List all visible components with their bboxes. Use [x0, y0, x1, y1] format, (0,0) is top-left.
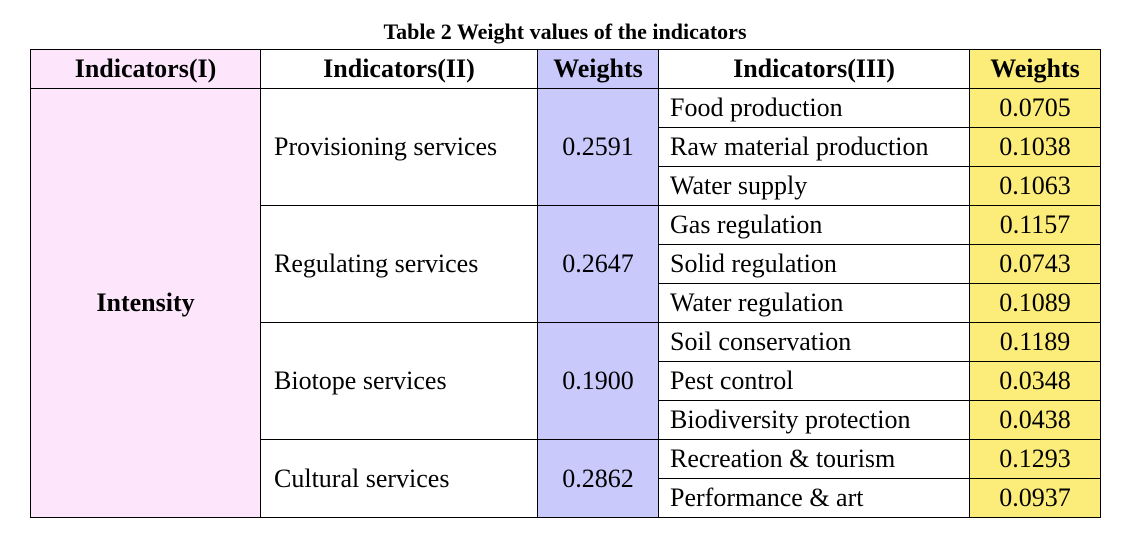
- group-weight-cell: 0.2647: [537, 205, 659, 323]
- item-name-cell: Raw material production: [658, 127, 970, 167]
- table-row: Cultural services 0.2862 Recreation & to…: [31, 439, 1101, 518]
- item-name-cell: Food production: [658, 88, 970, 128]
- item-name-cell: Water supply: [658, 166, 970, 206]
- header-indicators-ii: Indicators(II): [260, 49, 538, 89]
- group-name-cell: Cultural services: [260, 439, 538, 518]
- item-weight-cell: 0.1189: [969, 322, 1101, 362]
- group-name-cell: Regulating services: [260, 205, 538, 323]
- item-name-cell: Performance & art: [658, 478, 970, 518]
- item-name-cell: Water regulation: [658, 283, 970, 323]
- item-weight-cell: 0.0705: [969, 88, 1101, 128]
- item-weight-cell: 0.0348: [969, 361, 1101, 401]
- item-weight-cell: 0.1293: [969, 439, 1101, 479]
- group-name-cell: Biotope services: [260, 322, 538, 440]
- table-row: Performance & art 0.0937: [31, 478, 1101, 518]
- table-row: Regulating services 0.2647 Gas regulatio…: [31, 205, 1101, 323]
- header-row: Indicators(I) Indicators(II) Weights Ind…: [30, 49, 1101, 89]
- table-row: Water regulation 0.1089: [31, 283, 1101, 323]
- header-indicators-iii: Indicators(III): [658, 49, 970, 89]
- item-name-cell: Recreation & tourism: [658, 439, 970, 479]
- level1-cell: Intensity: [30, 88, 261, 518]
- group-weight-cell: 0.1900: [537, 322, 659, 440]
- group-name-cell: Provisioning services: [260, 88, 538, 206]
- item-weight-cell: 0.0438: [969, 400, 1101, 440]
- item-weight-cell: 0.0743: [969, 244, 1101, 284]
- item-weight-cell: 0.0937: [969, 478, 1101, 518]
- item-name-cell: Solid regulation: [658, 244, 970, 284]
- item-name-cell: Biodiversity protection: [658, 400, 970, 440]
- header-indicators-i: Indicators(I): [30, 49, 261, 89]
- item-weight-cell: 0.1089: [969, 283, 1101, 323]
- item-weight-cell: 0.1063: [969, 166, 1101, 206]
- table-row: Biodiversity protection 0.0438: [31, 400, 1101, 440]
- item-name-cell: Pest control: [658, 361, 970, 401]
- table-caption: Table 2 Weight values of the indicators: [383, 19, 747, 44]
- item-weight-cell: 0.1038: [969, 127, 1101, 167]
- item-name-cell: Gas regulation: [658, 205, 970, 245]
- table-row: Intensity Provisioning services 0.2591 F…: [30, 88, 1101, 518]
- header-weights-iii: Weights: [969, 49, 1101, 89]
- group-weight-cell: 0.2591: [537, 88, 659, 206]
- group-weight-cell: 0.2862: [537, 439, 659, 518]
- header-weights-ii: Weights: [537, 49, 659, 89]
- item-weight-cell: 0.1157: [969, 205, 1101, 245]
- item-name-cell: Soil conservation: [658, 322, 970, 362]
- weights-table: Indicators(I) Indicators(II) Weights Ind…: [30, 49, 1101, 518]
- table-row: Solid regulation 0.0743: [31, 244, 1101, 284]
- table-row: Raw material production 0.1038: [31, 127, 1101, 167]
